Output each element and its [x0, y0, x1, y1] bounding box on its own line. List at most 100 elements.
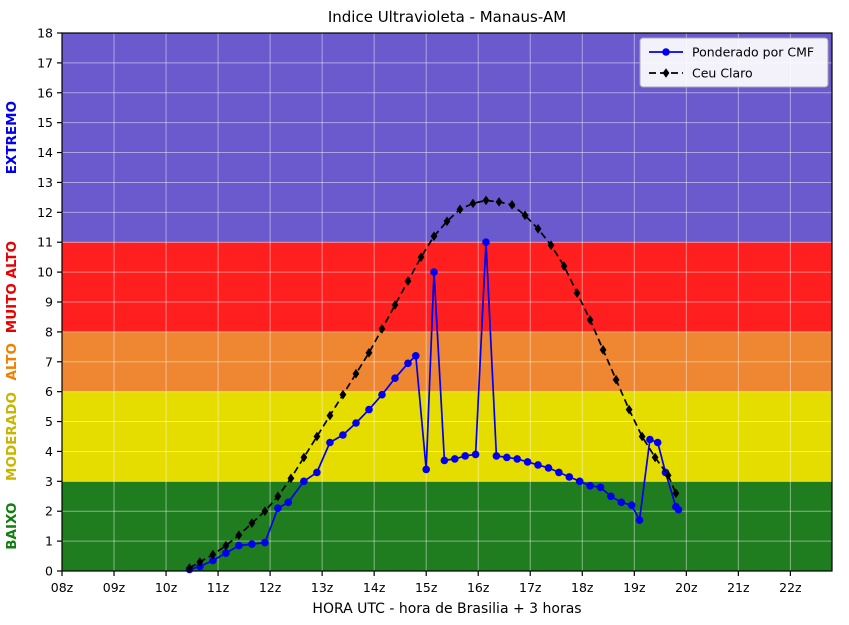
- x-tick-label: 20z: [675, 580, 698, 595]
- x-tick-label: 10z: [155, 580, 178, 595]
- band-baixo: [62, 481, 832, 571]
- band-label-baixo: BAIXO: [4, 503, 20, 550]
- marker-diamond: [664, 470, 672, 481]
- marker-diamond: [378, 324, 386, 334]
- x-tick-label: 21z: [727, 580, 750, 595]
- marker-diamond: [326, 410, 334, 421]
- x-tick-label: 11z: [207, 580, 230, 595]
- band-moderado: [62, 391, 832, 482]
- marker-diamond: [352, 368, 360, 379]
- marker-circle: [209, 556, 217, 565]
- marker-circle: [391, 374, 399, 383]
- marker-circle: [513, 455, 521, 463]
- marker-diamond: [469, 198, 477, 209]
- marker-diamond: [248, 518, 256, 528]
- y-tick-label: 18: [37, 26, 53, 41]
- marker-circle: [440, 456, 449, 465]
- marker-diamond: [521, 210, 529, 221]
- marker-diamond: [495, 197, 503, 207]
- marker-diamond: [209, 549, 217, 560]
- chart-title: Indice Ultravioleta - Manaus-AM: [328, 8, 566, 26]
- marker-circle: [544, 464, 553, 472]
- legend-label-2: Ceu Claro: [692, 66, 753, 81]
- marker-diamond: [534, 223, 542, 234]
- marker-diamond: [300, 452, 308, 463]
- marker-circle: [482, 238, 490, 246]
- marker-circle: [222, 549, 230, 557]
- marker-circle: [404, 359, 412, 368]
- x-tick-label: 13z: [311, 580, 334, 595]
- marker-circle: [412, 352, 420, 360]
- y-tick-label: 3: [45, 474, 53, 489]
- marker-diamond: [573, 288, 581, 298]
- marker-circle: [607, 492, 615, 501]
- marker-circle: [430, 268, 438, 276]
- marker-circle: [352, 419, 360, 427]
- marker-diamond: [235, 530, 243, 540]
- marker-diamond: [365, 348, 373, 358]
- axis-ticks: 08z 09z 10z 11z 12z 13z 14z 15z 16z 17z 18z 19z 20z 2…: [37, 26, 802, 596]
- marker-diamond: [287, 473, 295, 484]
- marker-diamond: [625, 404, 633, 415]
- series-line-1: [189, 242, 680, 571]
- marker-circle: [617, 498, 626, 507]
- band-label-extremo: EXTREMO: [4, 101, 20, 174]
- marker-circle: [422, 465, 431, 474]
- legend-marker-diamond: [662, 68, 670, 78]
- uv-bands: [62, 33, 832, 571]
- marker-diamond: [404, 276, 412, 286]
- marker-diamond: [443, 216, 451, 227]
- marker-diamond: [508, 200, 516, 210]
- marker-circle: [248, 540, 256, 548]
- x-axis-label: HORA UTC - hora de Brasilia + 3 horas: [312, 601, 581, 617]
- marker-circle: [555, 468, 563, 477]
- marker-diamond: [339, 389, 347, 400]
- marker-circle: [326, 438, 334, 447]
- band-label-muito-alto: MUITO ALTO: [4, 241, 20, 333]
- marker-circle: [674, 505, 683, 514]
- x-tick-label: 22z: [779, 580, 802, 595]
- y-tick-label: 2: [45, 504, 53, 519]
- legend-marker-circle: [662, 48, 670, 56]
- marker-diamond: [456, 204, 464, 215]
- marker-circle: [575, 477, 584, 486]
- y-tick-label: 12: [37, 205, 53, 220]
- marker-circle: [523, 458, 532, 466]
- band-label-moderado: MODERADO: [4, 392, 20, 481]
- marker-diamond: [560, 261, 568, 271]
- marker-diamond: [186, 563, 193, 573]
- marker-diamond: [586, 315, 594, 325]
- marker-circle: [635, 516, 644, 524]
- marker-circle: [451, 455, 459, 463]
- marker-circle: [313, 468, 321, 477]
- y-tick-label: 10: [37, 265, 53, 280]
- y-tick-label: 15: [37, 115, 53, 130]
- marker-circle: [586, 482, 594, 490]
- legend-label-1: Ponderado por CMF: [692, 45, 814, 60]
- marker-circle: [534, 461, 542, 469]
- marker-circle: [565, 473, 574, 481]
- y-tick-label: 17: [37, 55, 53, 70]
- y-tick-label: 13: [37, 175, 53, 190]
- marker-diamond: [261, 506, 269, 517]
- y-tick-label: 1: [45, 534, 53, 549]
- y-tick-label: 8: [45, 324, 53, 339]
- y-tick-label: 14: [37, 145, 53, 160]
- marker-circle: [627, 501, 636, 510]
- marker-diamond: [430, 231, 438, 242]
- marker-circle: [235, 541, 243, 550]
- marker-diamond: [612, 374, 620, 385]
- marker-circle: [300, 477, 308, 486]
- marker-circle: [492, 452, 501, 460]
- marker-circle: [471, 450, 480, 459]
- x-tick-label: 17z: [519, 580, 542, 595]
- marker-diamond: [417, 252, 425, 262]
- y-tick-label: 4: [45, 444, 53, 459]
- marker-diamond: [222, 540, 230, 551]
- marker-circle: [461, 452, 470, 460]
- y-tick-label: 16: [37, 85, 53, 100]
- marker-diamond: [672, 488, 680, 499]
- band-alto: [62, 331, 832, 392]
